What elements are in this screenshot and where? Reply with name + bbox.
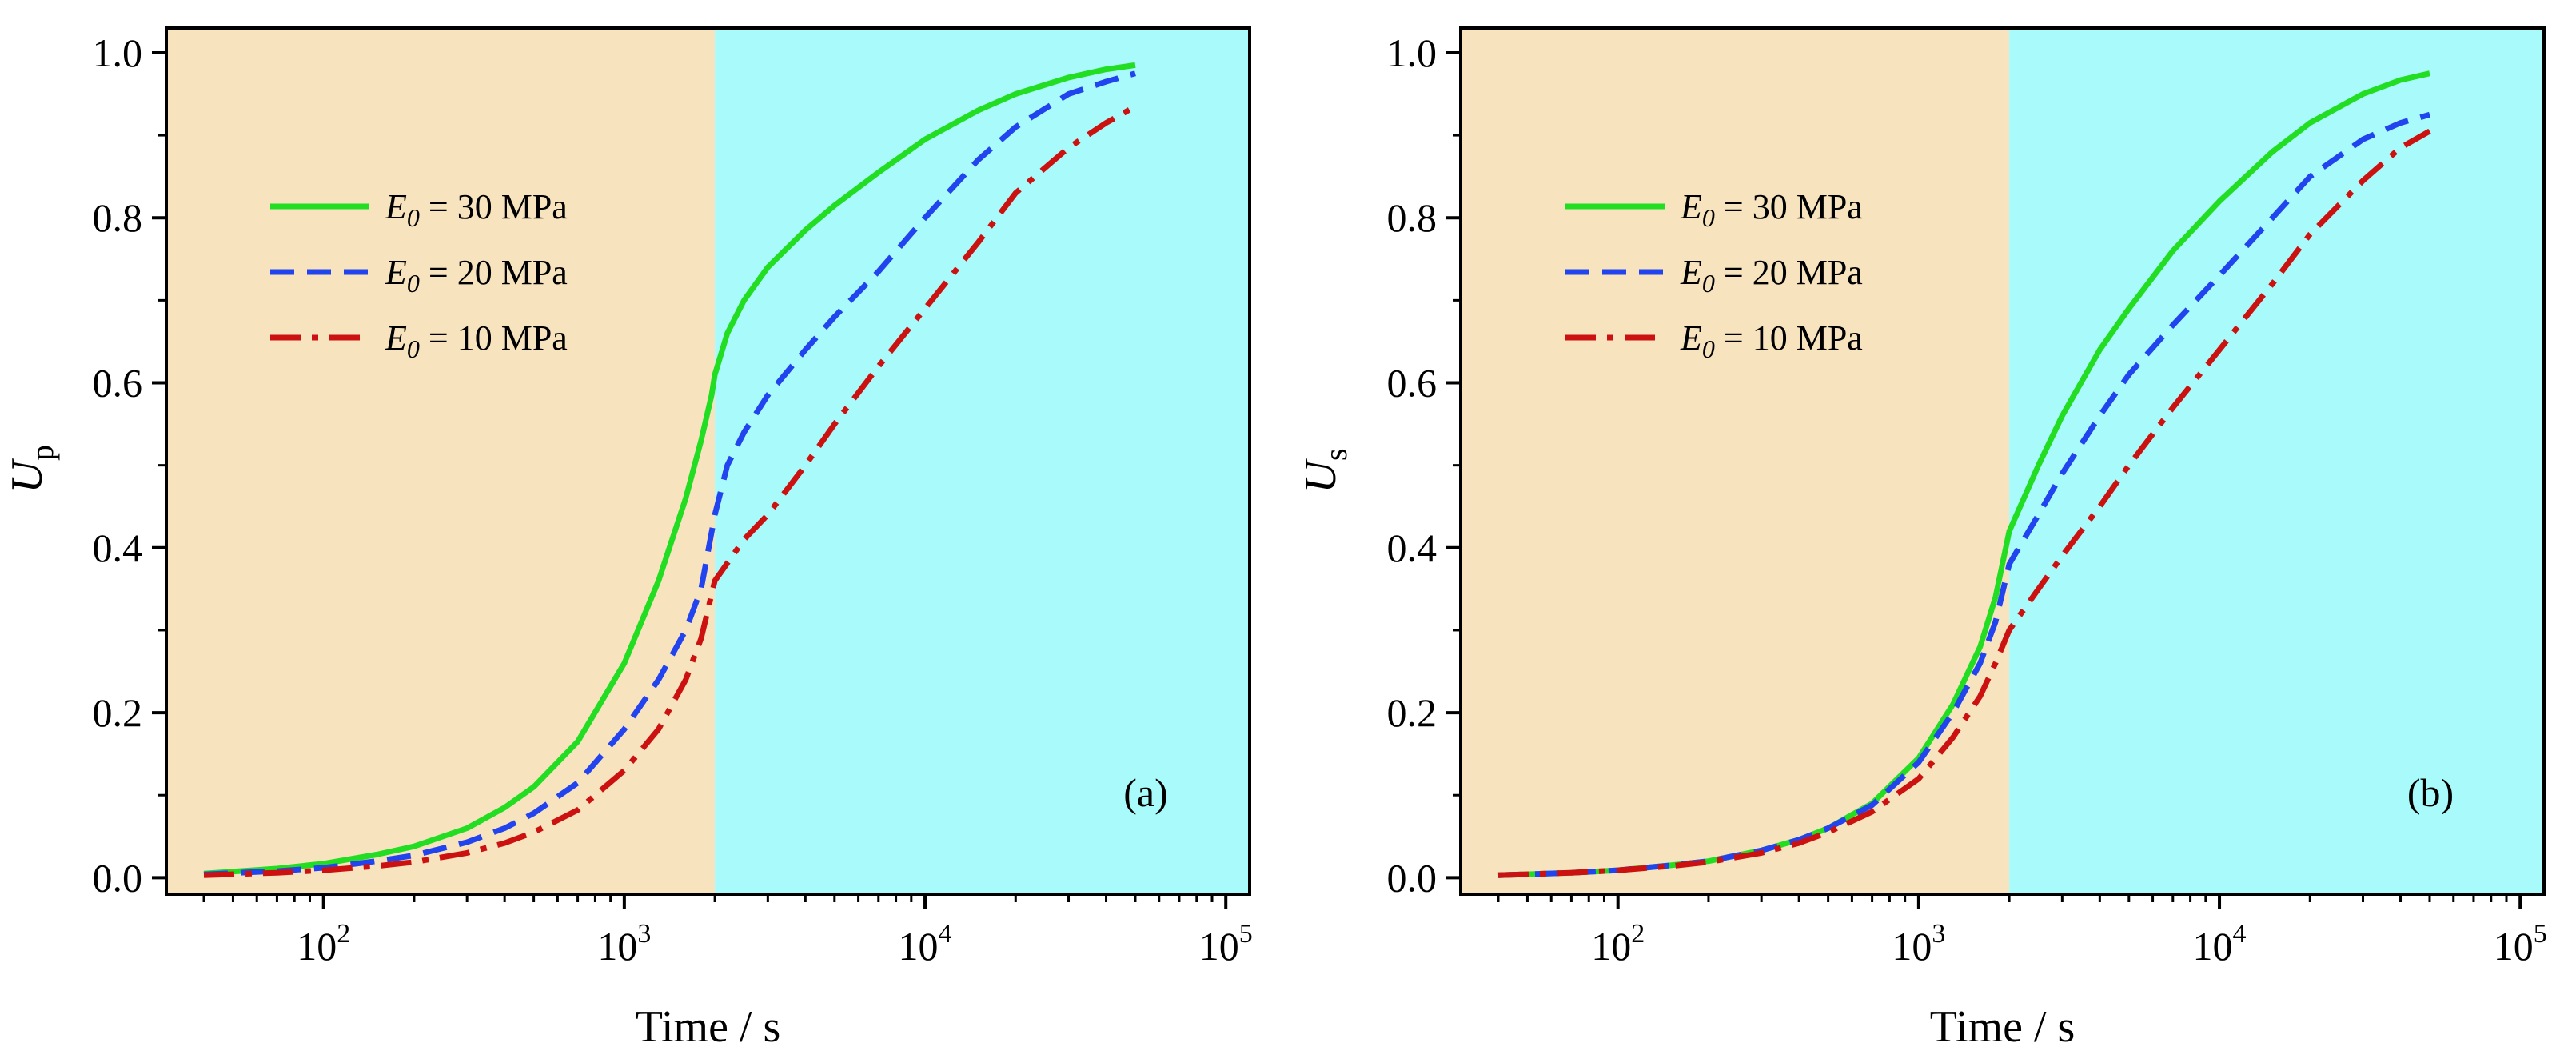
- shaded-region-phase-1: [1461, 28, 2010, 894]
- legend-label: E0 = 10 MPa: [1680, 318, 1863, 363]
- series-line-solid: [1497, 70, 2430, 878]
- legend-label: E0 = 10 MPa: [385, 318, 568, 363]
- series-line-dashed: [1497, 111, 2430, 878]
- y-tick-label: 0.6: [1387, 361, 1438, 406]
- x-tick-label: 103: [1892, 919, 1945, 969]
- y-tick-label: 0.8: [1387, 195, 1438, 240]
- legend-label: E0 = 20 MPa: [1680, 253, 1863, 298]
- y-tick-label: 0.6: [93, 361, 143, 406]
- x-tick-label: 102: [1591, 919, 1645, 969]
- legend-label: E0 = 30 MPa: [1680, 187, 1863, 232]
- y-tick-label: 0.8: [93, 195, 143, 240]
- y-tick-label: 0.0: [93, 855, 143, 900]
- y-axis-title: Us: [1296, 448, 1354, 493]
- x-tick-label: 103: [597, 919, 651, 969]
- series-line-dashdot: [203, 103, 1137, 878]
- axes-frame: [165, 26, 1251, 896]
- x-axis-title: Time / s: [1930, 1002, 2076, 1052]
- y-tick-label: 1.0: [93, 30, 143, 75]
- x-tick-label: 105: [2494, 919, 2547, 969]
- x-tick-label: 105: [1199, 919, 1253, 969]
- shaded-region-phase-1: [166, 28, 716, 894]
- shaded-region-phase-2: [715, 28, 1250, 894]
- y-tick-label: 1.0: [1387, 30, 1438, 75]
- y-tick-label: 0.4: [1387, 526, 1438, 570]
- panel-label: (b): [2407, 770, 2454, 815]
- y-tick-label: 0.4: [93, 526, 143, 570]
- x-tick-label: 104: [2193, 919, 2247, 969]
- y-tick-label: 0.2: [1387, 690, 1438, 735]
- series-line-dashdot: [1497, 128, 2431, 878]
- y-tick-label: 0.2: [93, 690, 143, 735]
- shaded-region-phase-2: [2009, 28, 2544, 894]
- x-tick-label: 102: [297, 919, 350, 969]
- y-tick-label: 0.0: [1387, 855, 1438, 900]
- y-axis-title: Up: [2, 445, 60, 493]
- x-tick-label: 104: [899, 919, 952, 969]
- x-axis-title: Time / s: [636, 1002, 781, 1052]
- axes-frame: [1459, 26, 2546, 896]
- chart-panel-a: 0.0 0.2 0.4 0.6 0.8 1.0 102 103 104 105 Time / s Up…: [2, 26, 1253, 1052]
- series-line-solid: [203, 62, 1136, 877]
- legend-label: E0 = 20 MPa: [385, 253, 568, 298]
- panel-label: (a): [1123, 770, 1168, 815]
- legend-label: E0 = 30 MPa: [385, 187, 568, 232]
- chart-panel-b: 0.0 0.2 0.4 0.6 0.8 1.0 102 103 104 105 Time / s Us…: [1296, 26, 2547, 1052]
